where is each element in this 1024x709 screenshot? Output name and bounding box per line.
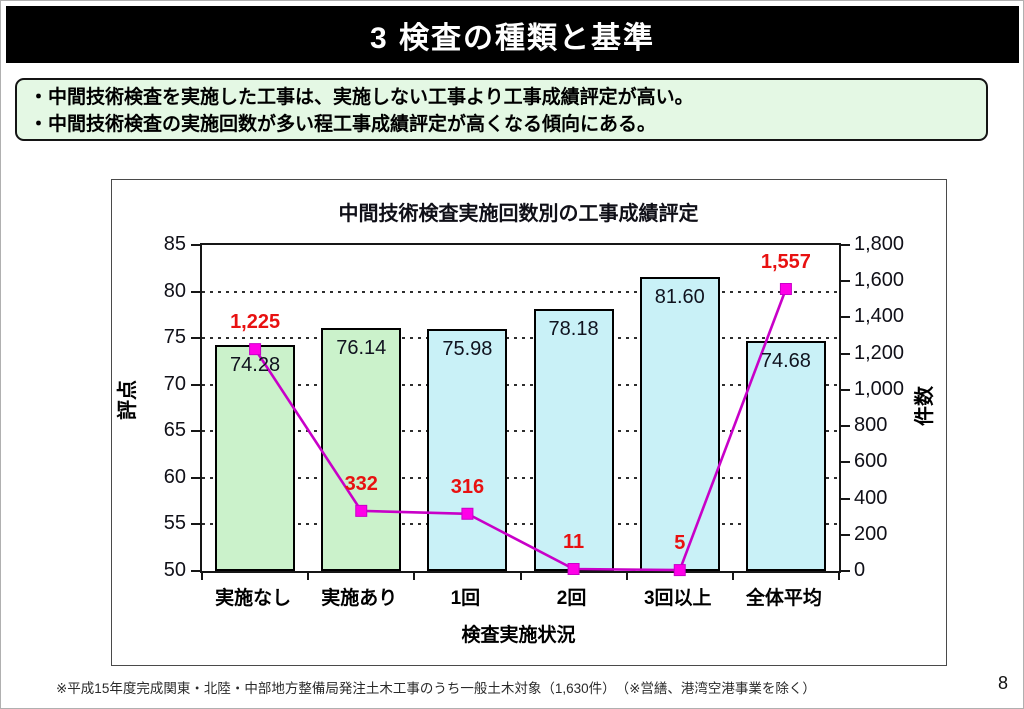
right-axis-tick-label: 0 [854, 559, 866, 581]
bar [427, 329, 508, 571]
page-title: 3 検査の種類と基準 [369, 21, 656, 55]
x-axis-title: 検査実施状況 [461, 625, 576, 646]
right-axis-tick-label: 200 [854, 522, 888, 545]
gridline [202, 476, 839, 479]
count-line-svg [249, 283, 792, 577]
bar-value-label: 76.14 [336, 336, 387, 359]
right-axis-tick [841, 425, 850, 428]
chart-title: 中間技術検査実施回数別の工事成績評定 [338, 203, 699, 225]
line-marker [355, 504, 368, 517]
count-value-label: 316 [450, 475, 485, 498]
left-axis-tick [191, 383, 200, 386]
left-axis-tick-label: 85 [163, 233, 186, 255]
right-axis-tick [841, 497, 850, 500]
right-axis-tick-label: 1,600 [854, 269, 905, 292]
right-axis-tick-label: 800 [854, 414, 888, 437]
right-axis-tick-label: 1,200 [854, 341, 905, 364]
right-axis-tick [841, 244, 850, 246]
left-axis-tick [191, 476, 200, 479]
category-label: 1回 [450, 588, 481, 609]
right-axis-tick-label: 1,000 [854, 377, 905, 400]
right-axis-title: 件数 [914, 386, 936, 426]
bar [533, 308, 614, 571]
right-axis-tick [841, 316, 850, 319]
category-label: 実施なし [215, 588, 292, 609]
gridline [202, 337, 839, 340]
line-marker [673, 564, 686, 577]
summary-line: ・中間技術検査を実施した工事は、実施しない工事より工事成績評定が高い。 [29, 87, 694, 108]
line-marker [461, 507, 474, 520]
x-axis-tick [413, 573, 416, 580]
gridline [202, 430, 839, 433]
left-axis-tick [191, 523, 200, 526]
left-axis-tick [191, 337, 200, 340]
left-axis-tick-label: 65 [163, 419, 186, 442]
right-axis-tick [841, 352, 850, 355]
right-axis-tick-label: 1,400 [854, 305, 905, 328]
bar-value-label: 81.60 [654, 285, 705, 308]
header-bar: 3 検査の種類と基準 [6, 6, 1019, 63]
bar [745, 341, 826, 571]
x-axis-tick [201, 573, 203, 580]
bar [639, 276, 720, 571]
gridline [202, 523, 839, 526]
count-value-label: 332 [344, 472, 378, 495]
left-axis-tick-label: 50 [163, 559, 186, 581]
right-axis-tick-label: 400 [854, 486, 888, 509]
summary-box: ・中間技術検査を実施した工事は、実施しない工事より工事成績評定が高い。 ・中間技… [15, 78, 988, 141]
right-axis-tick [841, 280, 850, 283]
line-marker [249, 343, 262, 356]
chart-figure: 中間技術検査実施回数別の工事成績評定 85 80 75 70 65 60 55 50 1,800… [111, 179, 947, 666]
count-value-label: 1,557 [760, 251, 811, 273]
footnote: ※平成15年度完成関東・北陸・中部地方整備局発注土木工事のうち一般土木対象（1,… [56, 681, 816, 696]
x-axis-tick [519, 573, 522, 580]
x-axis-tick [307, 573, 310, 580]
right-axis-tick [841, 570, 850, 572]
bar-value-label: 74.28 [230, 353, 281, 376]
category-label: 全体平均 [745, 588, 822, 609]
count-value-label: 1,225 [230, 311, 281, 334]
line-marker [779, 283, 792, 296]
gridline [202, 383, 839, 386]
category-label: 実施あり [321, 588, 398, 609]
left-axis-tick-label: 55 [163, 512, 186, 535]
left-axis-tick [191, 290, 200, 293]
count-value-label: 5 [674, 532, 686, 555]
category-label: 3回以上 [643, 588, 712, 609]
left-axis-tick [191, 244, 200, 246]
right-axis-tick [841, 533, 850, 536]
line-marker [567, 563, 580, 576]
left-axis-tick-label: 60 [163, 465, 186, 488]
right-axis-tick [841, 388, 850, 391]
left-axis-tick [191, 570, 200, 572]
summary-line: ・中間技術検査の実施回数が多い程工事成績評定が高くなる傾向にある。 [29, 114, 657, 135]
left-axis-title: 評点 [117, 380, 139, 420]
bar-value-label: 74.68 [760, 350, 811, 373]
x-axis-tick [625, 573, 628, 580]
x-axis-tick [838, 573, 840, 580]
left-axis-tick-label: 70 [163, 372, 186, 395]
bar-value-label: 78.18 [548, 317, 599, 340]
right-axis-tick [841, 461, 850, 464]
plot-area: 85 80 75 70 65 60 55 50 1,800 1,600 1,400 1,200 1,00… [164, 233, 904, 581]
count-value-label: 11 [563, 531, 585, 553]
gridline [202, 290, 839, 293]
left-axis-tick-label: 75 [163, 326, 186, 349]
category-label: 2回 [556, 588, 587, 609]
right-axis-tick-label: 600 [854, 450, 888, 473]
bar-value-label: 75.98 [442, 338, 493, 360]
left-axis-tick [191, 430, 200, 433]
x-axis-tick [731, 573, 734, 580]
bar [215, 344, 296, 571]
left-axis-tick-label: 80 [163, 279, 186, 302]
page-number: 8 [997, 673, 1008, 693]
right-axis-tick-label: 1,800 [854, 233, 905, 255]
